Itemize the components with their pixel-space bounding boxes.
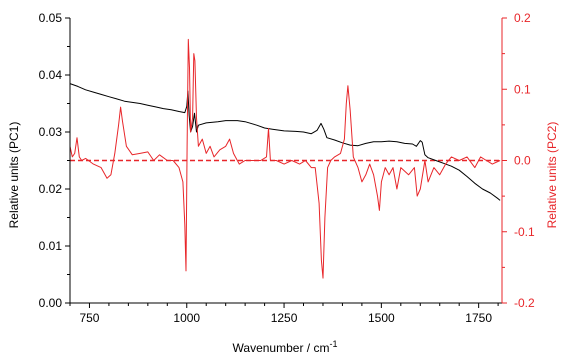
y-right-tick-label: -0.1 bbox=[514, 225, 535, 239]
y-right-tick-label: 0.0 bbox=[514, 154, 531, 168]
y-left-tick-label: 0.05 bbox=[39, 11, 63, 25]
y-left-tick-label: 0.04 bbox=[39, 68, 63, 82]
x-tick-label: 750 bbox=[79, 311, 99, 325]
series-line-pc2 bbox=[69, 38, 501, 279]
y-right-tick-label: 0.1 bbox=[514, 82, 531, 96]
series-line-pc1 bbox=[69, 83, 501, 201]
x-axis-title: Wavenumber / cm-1 bbox=[233, 339, 338, 355]
plot-area bbox=[69, 38, 502, 279]
y-axis-right-title: Relative units (PC2) bbox=[545, 122, 559, 229]
y-left-tick-label: 0.00 bbox=[39, 296, 63, 310]
y-left-tick-label: 0.03 bbox=[39, 125, 63, 139]
x-tick-label: 1000 bbox=[173, 311, 200, 325]
y-axis-left-title: Relative units (PC1) bbox=[7, 122, 21, 229]
x-tick-label: 1500 bbox=[368, 311, 395, 325]
x-tick-label: 1250 bbox=[271, 311, 298, 325]
y-right-tick-label: 0.2 bbox=[514, 11, 531, 25]
y-right-tick-label: -0.2 bbox=[514, 296, 535, 310]
axes: 0.00 0.01 0.02 0.03 0.04 0.05 -0.2 -0.1 0.0 0.1 0.… bbox=[39, 11, 535, 325]
x-tick-label: 1750 bbox=[465, 311, 492, 325]
y-left-tick-label: 0.01 bbox=[39, 239, 63, 253]
y-left-tick-label: 0.02 bbox=[39, 182, 63, 196]
